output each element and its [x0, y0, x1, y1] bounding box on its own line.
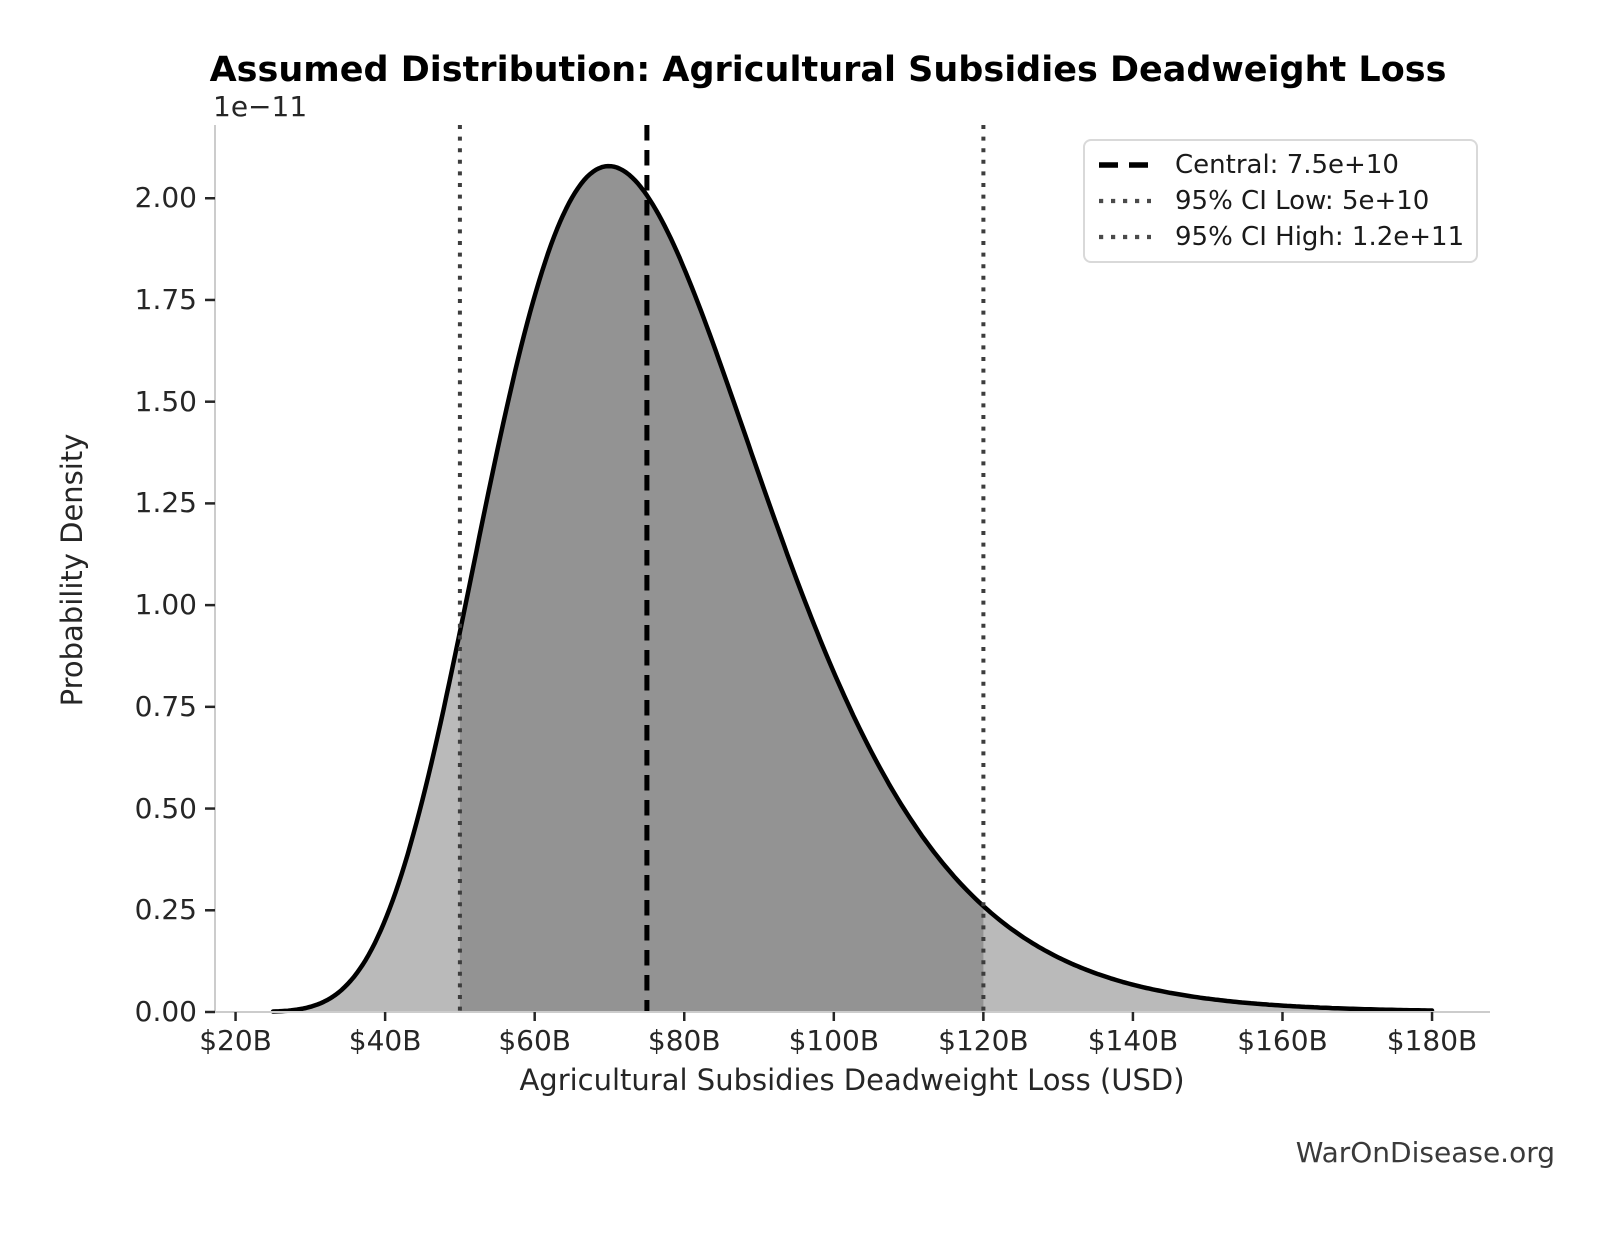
x-tick-label: $80B	[647, 1024, 721, 1057]
y-tick-label: 2.00	[134, 181, 197, 215]
x-tick-label: $40B	[348, 1024, 422, 1057]
x-tick-label: $120B	[938, 1024, 1029, 1057]
legend-dotted-line-icon	[1099, 198, 1151, 204]
legend-entry-label: Central: 7.5e+10	[1175, 150, 1399, 180]
y-tick-label: 0.50	[134, 791, 197, 825]
legend-entry: 95% CI High: 1.2e+11	[1099, 222, 1465, 252]
fill-ci-95-region	[459, 166, 984, 1013]
legend-entry: Central: 7.5e+10	[1099, 150, 1462, 180]
y-axis-label: Probability Density	[55, 433, 89, 707]
y-tick-label: 1.50	[134, 384, 197, 418]
x-tick-label: $100B	[788, 1024, 880, 1057]
x-tick-label: $160B	[1237, 1024, 1328, 1057]
watermark: WarOnDisease.org	[1295, 1136, 1555, 1169]
legend: Central: 7.5e+10 95% CI Low: 5e+10 95% CI …	[1083, 139, 1478, 263]
x-tick-label: $20B	[199, 1024, 272, 1057]
legend-entry-label: 95% CI High: 1.2e+11	[1175, 222, 1465, 252]
y-tick-label: 0.25	[134, 893, 197, 927]
y-tick-label: 0.00	[134, 995, 197, 1028]
y-tick-label: 1.75	[134, 282, 197, 316]
legend-entry-label: 95% CI Low: 5e+10	[1175, 186, 1430, 216]
legend-dotted-line-icon	[1099, 234, 1151, 240]
x-axis-label: Agricultural Subsidies Deadweight Loss (…	[519, 1063, 1185, 1097]
y-tick-label: 1.25	[134, 486, 197, 520]
density-curve	[270, 163, 1435, 1014]
y-tick-label: 0.75	[134, 689, 197, 723]
x-tick-label: $180B	[1386, 1024, 1478, 1057]
legend-dashed-line-icon	[1099, 162, 1151, 168]
legend-entry: 95% CI Low: 5e+10	[1099, 186, 1462, 216]
x-tick-label: $60B	[498, 1024, 571, 1057]
chart-title: Assumed Distribution: Agricultural Subsi…	[209, 50, 1447, 90]
y-tick-label: 1.00	[134, 588, 197, 622]
y-axis-offset-text: 1e−11	[213, 90, 308, 123]
x-tick-label: $140B	[1087, 1024, 1179, 1057]
